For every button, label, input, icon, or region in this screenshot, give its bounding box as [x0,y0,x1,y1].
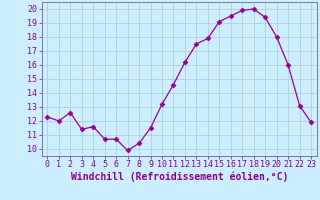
X-axis label: Windchill (Refroidissement éolien,°C): Windchill (Refroidissement éolien,°C) [70,172,288,182]
